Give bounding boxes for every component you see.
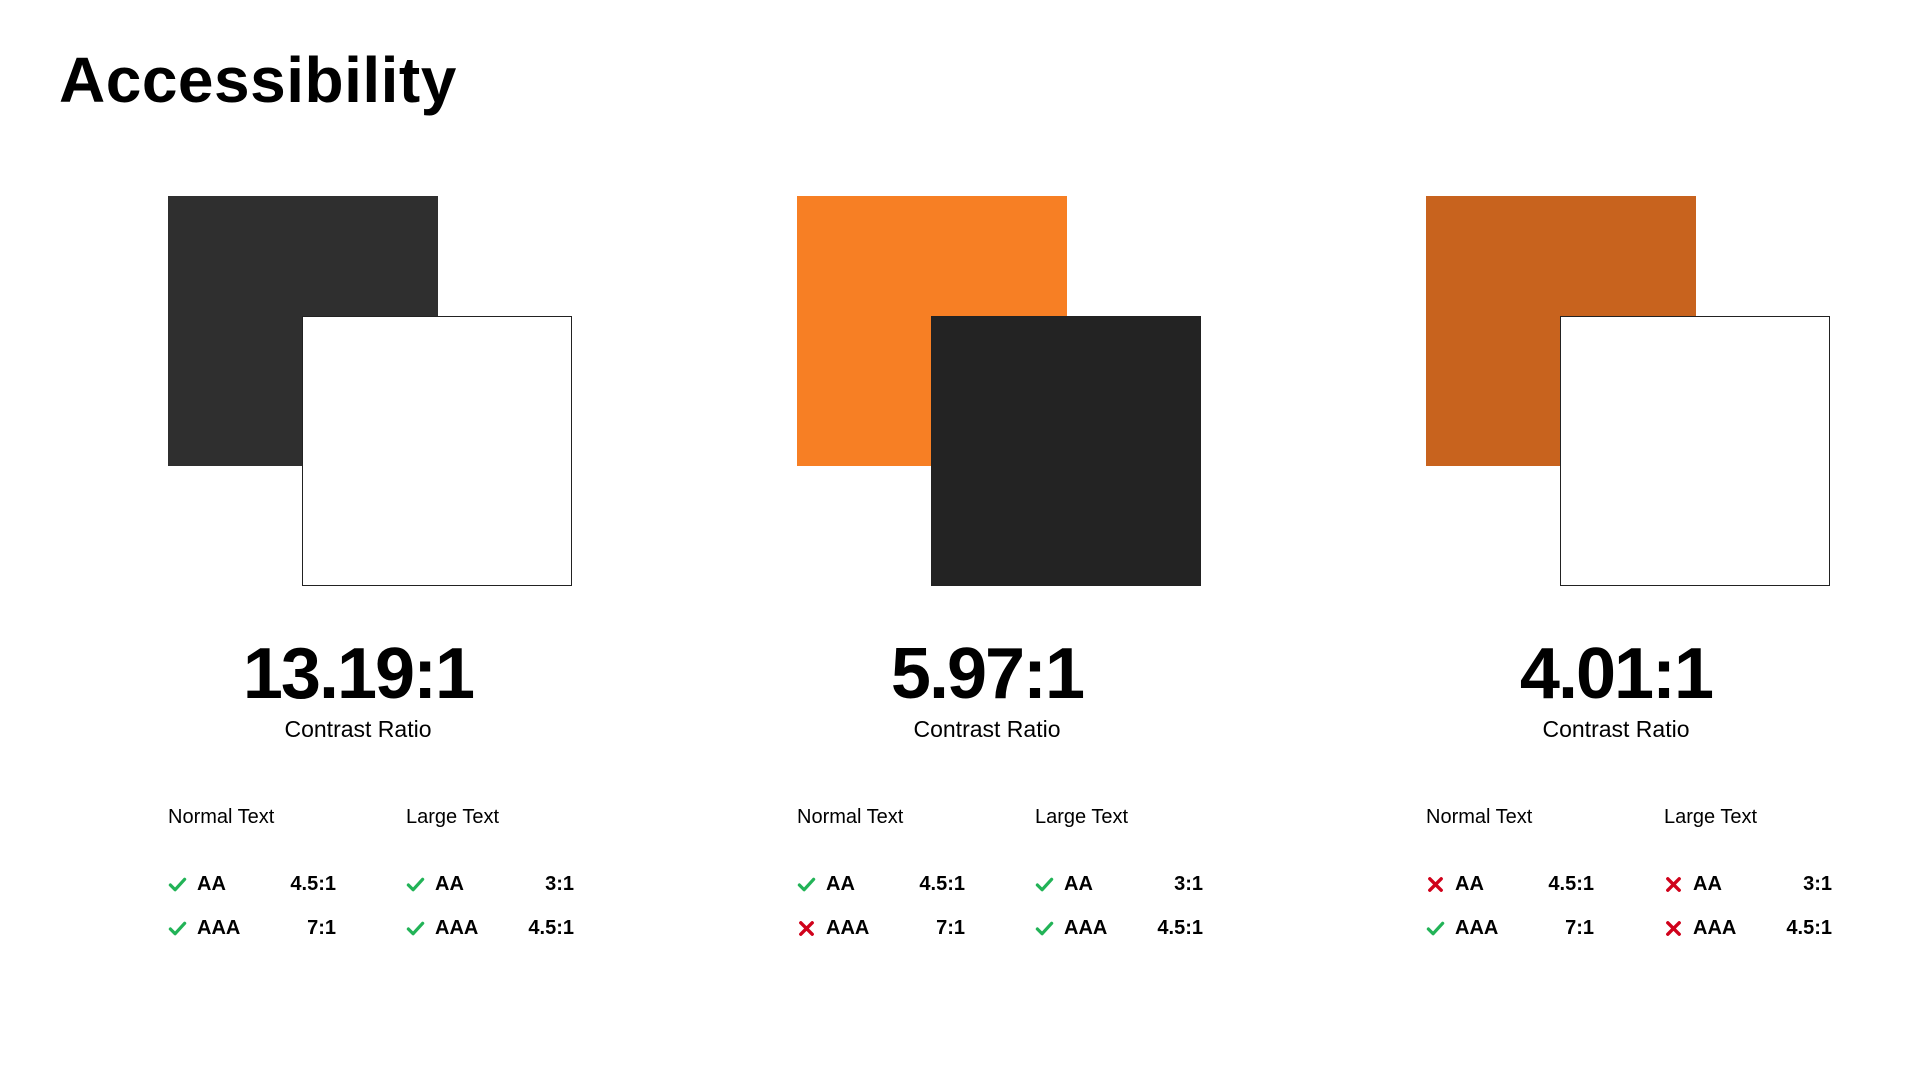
contrast-card-burnt-orange-on-white: 4.01:1 Contrast Ratio Normal Text Large Tex… bbox=[1426, 0, 1886, 1080]
contrast-ratio-caption: Contrast Ratio bbox=[284, 716, 432, 742]
required-ratio-value: 4.5:1 bbox=[1548, 873, 1594, 895]
cross-icon bbox=[1664, 913, 1686, 943]
contrast-card-dark-on-white: 13.19:1 Contrast Ratio Normal Text Large Te… bbox=[168, 0, 628, 1080]
required-ratio-value: 4.5:1 bbox=[290, 873, 336, 895]
wcag-level-label: AA bbox=[1455, 873, 1484, 895]
checkmark-icon bbox=[168, 869, 190, 899]
wcag-level-label: AAA bbox=[197, 917, 241, 939]
contrast-ratio-caption: Contrast Ratio bbox=[1542, 716, 1690, 742]
large-text-aaa-row: AAA 4.5:1 bbox=[1035, 913, 1203, 943]
normal-text-aaa-row: AAA 7:1 bbox=[168, 913, 336, 943]
large-text-heading: Large Text bbox=[406, 806, 500, 828]
checkmark-icon bbox=[406, 869, 428, 899]
normal-text-aaa-row: AAA 7:1 bbox=[797, 913, 965, 943]
large-text-aa-row: AA 3:1 bbox=[406, 869, 574, 899]
foreground-color-swatch bbox=[1560, 316, 1830, 586]
wcag-level-label: AAA bbox=[1693, 917, 1737, 939]
required-ratio-value: 3:1 bbox=[1803, 873, 1832, 895]
foreground-color-swatch bbox=[931, 316, 1201, 586]
normal-text-aaa-row: AAA 7:1 bbox=[1426, 913, 1594, 943]
required-ratio-value: 7:1 bbox=[1565, 917, 1594, 939]
wcag-level-label: AAA bbox=[826, 917, 870, 939]
wcag-level-label: AAA bbox=[1064, 917, 1108, 939]
contrast-ratio-value: 5.97:1 bbox=[890, 634, 1085, 714]
wcag-level-label: AA bbox=[1064, 873, 1093, 895]
large-text-heading: Large Text bbox=[1664, 806, 1758, 828]
contrast-ratio-value: 13.19:1 bbox=[242, 634, 475, 714]
required-ratio-value: 4.5:1 bbox=[1157, 917, 1203, 939]
page-title: Accessibility bbox=[59, 44, 457, 116]
wcag-level-label: AAA bbox=[1455, 917, 1499, 939]
large-text-aaa-row: AAA 4.5:1 bbox=[1664, 913, 1832, 943]
required-ratio-value: 4.5:1 bbox=[1786, 917, 1832, 939]
cross-icon bbox=[1426, 869, 1448, 899]
normal-text-heading: Normal Text bbox=[168, 806, 275, 828]
required-ratio-value: 3:1 bbox=[1174, 873, 1203, 895]
normal-text-heading: Normal Text bbox=[1426, 806, 1533, 828]
normal-text-aa-row: AA 4.5:1 bbox=[1426, 869, 1594, 899]
cross-icon bbox=[1664, 869, 1686, 899]
cross-icon bbox=[797, 913, 819, 943]
wcag-level-label: AA bbox=[1693, 873, 1722, 895]
wcag-level-label: AA bbox=[197, 873, 226, 895]
large-text-aaa-row: AAA 4.5:1 bbox=[406, 913, 574, 943]
required-ratio-value: 7:1 bbox=[307, 917, 336, 939]
wcag-level-label: AAA bbox=[435, 917, 479, 939]
checkmark-icon bbox=[406, 913, 428, 943]
large-text-aa-row: AA 3:1 bbox=[1664, 869, 1832, 899]
foreground-color-swatch bbox=[302, 316, 572, 586]
large-text-heading: Large Text bbox=[1035, 806, 1129, 828]
contrast-ratio-caption: Contrast Ratio bbox=[913, 716, 1061, 742]
normal-text-aa-row: AA 4.5:1 bbox=[797, 869, 965, 899]
normal-text-aa-row: AA 4.5:1 bbox=[168, 869, 336, 899]
required-ratio-value: 4.5:1 bbox=[919, 873, 965, 895]
contrast-card-orange-on-black: 5.97:1 Contrast Ratio Normal Text Large Tex… bbox=[797, 0, 1257, 1080]
checkmark-icon bbox=[1035, 913, 1057, 943]
checkmark-icon bbox=[1426, 913, 1448, 943]
checkmark-icon bbox=[168, 913, 190, 943]
wcag-level-label: AA bbox=[826, 873, 855, 895]
required-ratio-value: 4.5:1 bbox=[528, 917, 574, 939]
checkmark-icon bbox=[1035, 869, 1057, 899]
checkmark-icon bbox=[797, 869, 819, 899]
wcag-level-label: AA bbox=[435, 873, 464, 895]
required-ratio-value: 7:1 bbox=[936, 917, 965, 939]
normal-text-heading: Normal Text bbox=[797, 806, 904, 828]
required-ratio-value: 3:1 bbox=[545, 873, 574, 895]
contrast-ratio-value: 4.01:1 bbox=[1519, 634, 1714, 714]
large-text-aa-row: AA 3:1 bbox=[1035, 869, 1203, 899]
